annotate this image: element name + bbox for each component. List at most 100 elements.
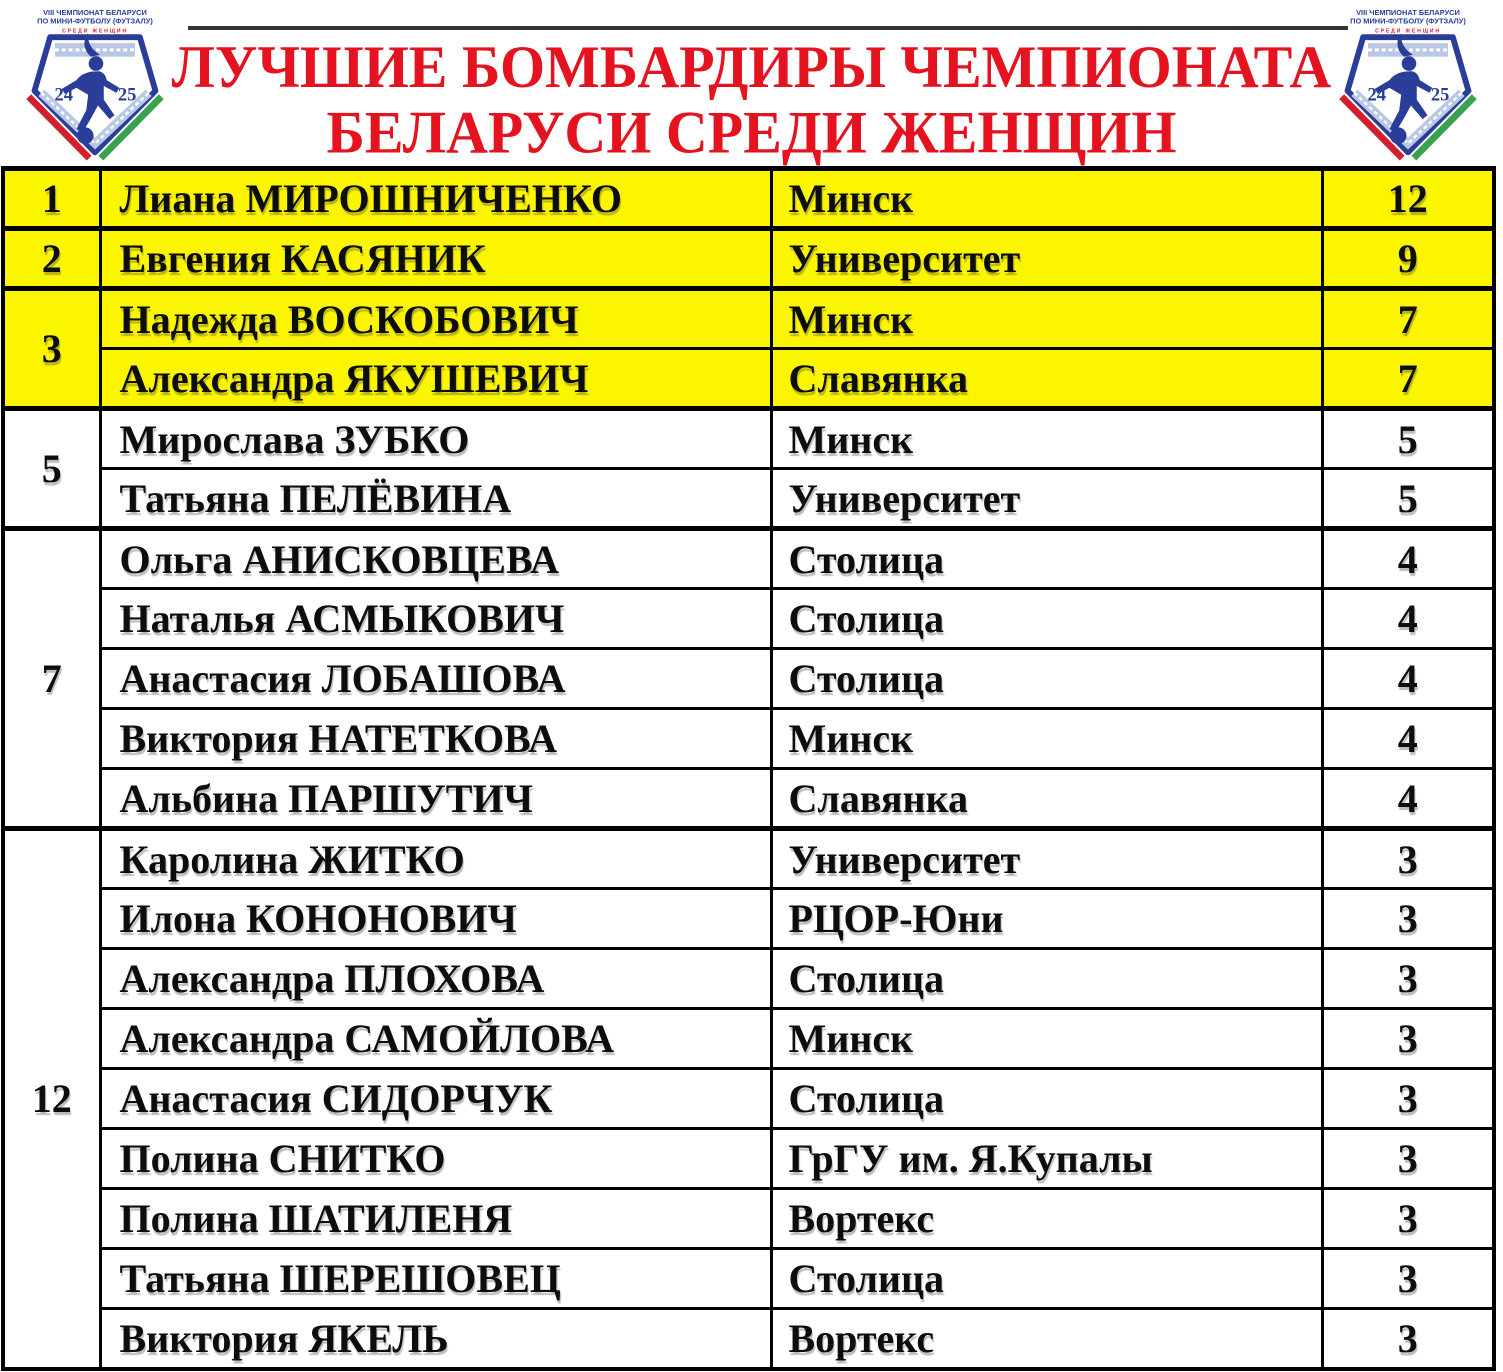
badge-year-right: 25: [118, 85, 137, 106]
table-row: Полина СНИТКО ГрГУ им. Я.Купалы 3: [3, 1127, 1496, 1190]
rank-cell: 1: [1, 166, 102, 230]
player-name-cell: Лиана МИРОШНИЧЕНКО: [98, 166, 773, 230]
player-name-cell: Полина ШАТИЛЕНЯ: [98, 1187, 773, 1250]
player-name-cell: Татьяна ПЕЛЁВИНА: [98, 467, 773, 530]
club-cell: Университет: [769, 226, 1324, 290]
scorers-tbody: 1 Лиана МИРОШНИЧЕНКО Минск 12 2 Евгения КАСЯН…: [1, 166, 1496, 1370]
table-row: Виктория ЯКЕЛЬ Вортекс 3: [3, 1307, 1496, 1370]
club-cell: Минск: [769, 707, 1324, 770]
rank-cell: 5: [1, 406, 102, 530]
header: VIII ЧЕМПИОНАТ БЕЛАРУСИ ПО МИНИ-ФУТБОЛУ …: [0, 0, 1503, 166]
badge-ornament-band-top: [55, 43, 135, 57]
rank-cell: 2: [1, 226, 102, 290]
table-row: 7 Ольга АНИСКОВЦЕВА Столица 4: [1, 526, 1496, 830]
table-row: Наталья АСМЫКОВИЧ Столица 4: [3, 587, 1496, 650]
page-title: ЛУЧШИЕ БОМБАРДИРЫ ЧЕМПИОНАТА БЕЛАРУСИ СР…: [170, 34, 1333, 165]
club-cell: РЦОР-Юни: [769, 887, 1324, 950]
table-row: Татьяна ШЕРЕШОВЕЦ Столица 3: [3, 1247, 1496, 1310]
badge-player-silhouette-icon: [61, 33, 120, 145]
goals-cell: 7: [1320, 347, 1496, 410]
player-name-cell: Анастасия СИДОРЧУК: [98, 1067, 773, 1130]
player-name-cell: Виктория НАТЕТКОВА: [98, 707, 773, 770]
goals-cell: 3: [1320, 947, 1496, 1010]
goals-cell: 7: [1320, 286, 1496, 350]
player-name-cell: Полина СНИТКО: [98, 1127, 773, 1190]
club-cell: Минск: [769, 406, 1324, 470]
player-name-cell: Александра ЯКУШЕВИЧ: [98, 347, 773, 410]
player-name-cell: Надежда ВОСКОБОВИЧ: [98, 286, 773, 350]
club-cell: Столица: [769, 1067, 1324, 1130]
player-name-cell: Виктория ЯКЕЛЬ: [98, 1307, 773, 1370]
scorers-table: 1 Лиана МИРОШНИЧЕНКО Минск 12 2 Евгения КАСЯН…: [1, 166, 1496, 1371]
goals-cell: 5: [1320, 467, 1496, 530]
player-name-cell: Каролина ЖИТКО: [98, 826, 773, 890]
player-name-cell: Анастасия ЛОБАШОВА: [98, 647, 773, 710]
goals-cell: 4: [1320, 587, 1496, 650]
table-row: Альбина ПАРШУТИЧ Славянка 4: [3, 767, 1496, 830]
club-cell: Столица: [769, 947, 1324, 1010]
table-row: 12 Каролина ЖИТКО Университет 3: [1, 826, 1496, 1370]
badge-red-ribbon: [26, 94, 92, 161]
player-name-cell: Альбина ПАРШУТИЧ: [98, 767, 773, 830]
badge-caption-line3: СРЕДИ ЖЕНЩИН: [62, 28, 128, 34]
header-rule: [188, 26, 1348, 30]
player-name-cell: Александра САМОЙЛОВА: [98, 1007, 773, 1070]
player-name-cell: Илона КОНОНОВИЧ: [98, 887, 773, 950]
player-name-cell: Евгения КАСЯНИК: [98, 226, 773, 290]
club-cell: Минск: [769, 166, 1324, 230]
tournament-badge-right: VIII ЧЕМПИОНАТ БЕЛАРУСИ ПО МИНИ-ФУТБОЛУ …: [1339, 8, 1477, 161]
rank-cell: 7: [1, 526, 102, 830]
goals-cell: 3: [1320, 1127, 1496, 1190]
goals-cell: 4: [1320, 707, 1496, 770]
badge-caption-line2: ПО МИНИ-ФУТБОЛУ (ФУТЗАЛУ): [37, 17, 153, 26]
goals-cell: 3: [1320, 1247, 1496, 1310]
goals-cell: 3: [1320, 1307, 1496, 1370]
club-cell: Славянка: [769, 347, 1324, 410]
club-cell: ГрГУ им. Я.Купалы: [769, 1127, 1324, 1190]
table-row: Анастасия ЛОБАШОВА Столица 4: [3, 647, 1496, 710]
club-cell: Столица: [769, 587, 1324, 650]
table-row: 3 Надежда ВОСКОБОВИЧ Минск 7: [1, 286, 1496, 410]
table-row: Татьяна ПЕЛЁВИНА Университет 5: [3, 467, 1496, 530]
table-row: Анастасия СИДОРЧУК Столица 3: [3, 1067, 1496, 1130]
badge-red-ribbon: [1339, 94, 1405, 161]
table-row: Илона КОНОНОВИЧ РЦОР-Юни 3: [3, 887, 1496, 950]
table-row: 1 Лиана МИРОШНИЧЕНКО Минск 12: [1, 166, 1496, 230]
badge-player-silhouette-icon: [1374, 33, 1433, 145]
badge-caption-line1: VIII ЧЕМПИОНАТ БЕЛАРУСИ: [1356, 8, 1460, 17]
goals-cell: 12: [1320, 166, 1496, 230]
club-cell: Столица: [769, 647, 1324, 710]
badge-year-right: 25: [1431, 85, 1450, 106]
player-name-cell: Мирослава ЗУБКО: [98, 406, 773, 470]
goals-cell: 4: [1320, 647, 1496, 710]
tournament-badge-left: VIII ЧЕМПИОНАТ БЕЛАРУСИ ПО МИНИ-ФУТБОЛУ …: [26, 8, 164, 161]
table-row: Александра ПЛОХОВА Столица 3: [3, 947, 1496, 1010]
goals-cell: 4: [1320, 767, 1496, 830]
page-title-line2: БЕЛАРУСИ СРЕДИ ЖЕНЩИН: [326, 98, 1177, 167]
player-name-cell: Ольга АНИСКОВЦЕВА: [98, 526, 773, 590]
club-cell: Университет: [769, 826, 1324, 890]
table-row: 2 Евгения КАСЯНИК Университет 9: [1, 226, 1496, 290]
goals-cell: 5: [1320, 406, 1496, 470]
goals-cell: 3: [1320, 1187, 1496, 1250]
goals-cell: 3: [1320, 887, 1496, 950]
goals-cell: 9: [1320, 226, 1496, 290]
goals-cell: 3: [1320, 1067, 1496, 1130]
club-cell: Столица: [769, 1247, 1324, 1310]
goals-cell: 3: [1320, 826, 1496, 890]
page-title-line1: ЛУЧШИЕ БОМБАРДИРЫ ЧЕМПИОНАТА: [171, 32, 1332, 101]
badge-caption-line3: СРЕДИ ЖЕНЩИН: [1375, 28, 1441, 34]
club-cell: Столица: [769, 526, 1324, 590]
club-cell: Вортекс: [769, 1187, 1324, 1250]
club-cell: Вортекс: [769, 1307, 1324, 1370]
table-row: Александра ЯКУШЕВИЧ Славянка 7: [3, 347, 1496, 410]
player-name-cell: Александра ПЛОХОВА: [98, 947, 773, 1010]
badge-green-ribbon: [1411, 94, 1477, 161]
rank-cell: 12: [1, 826, 102, 1370]
club-cell: Минск: [769, 286, 1324, 350]
badge-caption-line1: VIII ЧЕМПИОНАТ БЕЛАРУСИ: [43, 8, 147, 17]
table-row: Виктория НАТЕТКОВА Минск 4: [3, 707, 1496, 770]
table-row: Александра САМОЙЛОВА Минск 3: [3, 1007, 1496, 1070]
rank-cell: 3: [1, 286, 102, 410]
